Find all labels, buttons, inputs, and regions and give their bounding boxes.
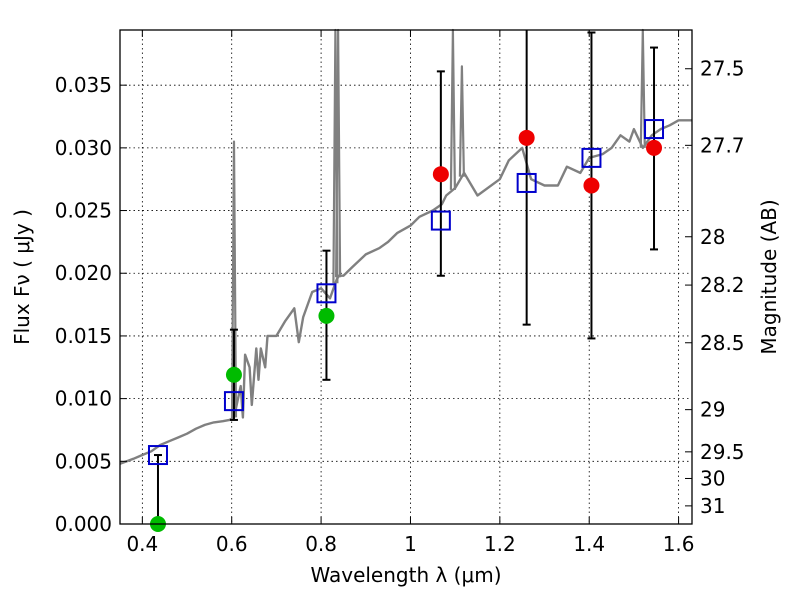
x-tick-label: 1 — [404, 532, 417, 556]
y-axis-title: Flux Fν ( μJy ) — [10, 209, 34, 345]
plot-frame — [119, 29, 693, 525]
model-point-square — [581, 147, 602, 168]
grid-lines — [120, 30, 692, 525]
spectrum-line — [119, 119, 692, 465]
observed-point-red — [646, 139, 663, 156]
y-tick-label: 0.000 — [55, 512, 112, 536]
magnitude-tick-label: 28.2 — [700, 273, 745, 297]
y-tick-label: 0.015 — [55, 324, 112, 348]
model-point-square — [316, 283, 337, 304]
magnitude-tick-label: 30 — [700, 466, 725, 490]
model-point-square — [430, 210, 451, 231]
observed-point-green — [318, 307, 335, 324]
magnitude-tick-label: 28 — [700, 225, 725, 249]
y-tick-label: 0.035 — [55, 73, 112, 97]
x-tick-label: 1.6 — [663, 532, 695, 556]
y-tick-label: 0.030 — [55, 136, 112, 160]
magnitude-tick-label: 29.5 — [700, 440, 745, 464]
x-tick-label: 0.6 — [216, 532, 248, 556]
observed-point-red — [432, 166, 449, 183]
right-axis-title: Magnitude (AB) — [757, 199, 781, 354]
x-tick-label: 1.2 — [484, 532, 516, 556]
spectrum-emission-spike — [449, 28, 456, 190]
x-tick-label: 0.4 — [126, 532, 158, 556]
model-point-square — [516, 172, 537, 193]
magnitude-tick-label: 29 — [700, 398, 725, 422]
observed-point-red — [518, 129, 535, 146]
y-tick-label: 0.025 — [55, 199, 112, 223]
error-bars — [153, 30, 659, 525]
spectrum-emission-spike — [458, 65, 465, 177]
y-tick-label: 0.010 — [55, 387, 112, 411]
y-tick-label: 0.020 — [55, 261, 112, 285]
model-point-square — [644, 119, 665, 140]
y-tick-label: 0.005 — [55, 449, 112, 473]
observed-point-green — [225, 366, 242, 383]
x-axis-title: Wavelength λ (μm) — [310, 563, 501, 587]
x-tick-label: 1.4 — [573, 532, 605, 556]
magnitude-tick-label: 27.5 — [700, 57, 745, 81]
model-point-square — [147, 445, 168, 466]
data-points — [147, 119, 665, 532]
magnitude-tick-label: 28.5 — [700, 331, 745, 355]
observed-point-red — [583, 177, 600, 194]
axis-ticks — [120, 30, 692, 525]
magnitude-tick-label: 27.7 — [700, 133, 745, 157]
spectrum-emission-spike — [230, 140, 238, 418]
magnitude-tick-label: 31 — [700, 494, 725, 518]
model-point-square — [223, 391, 244, 412]
tick-labels: 0.4 0.6 0.8 1 1.2 1.4 1.6 0.000 0.005 0.010 0.015 0… — [55, 57, 745, 556]
x-tick-label: 0.8 — [305, 532, 337, 556]
